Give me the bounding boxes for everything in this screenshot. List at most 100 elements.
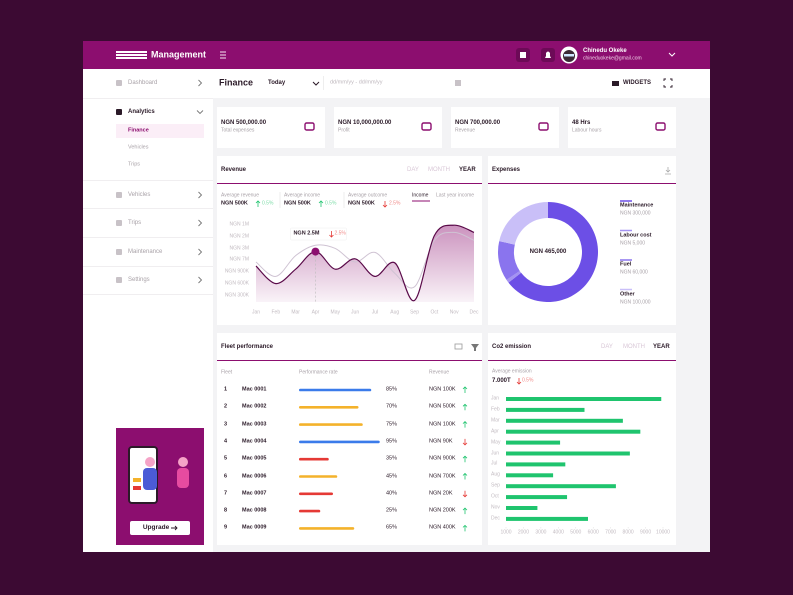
trend-arrow (462, 403, 468, 411)
bar (506, 495, 568, 500)
card-title: Revenue (221, 167, 247, 173)
calendar-icon (520, 52, 526, 58)
row-number: 6 (224, 472, 228, 479)
upgrade-button[interactable] (130, 521, 190, 535)
income-line (255, 224, 475, 302)
column-header: Performance rate (299, 369, 338, 376)
fleet-revenue: NGN 90K (429, 438, 453, 445)
nav-subitem[interactable]: Finance (128, 127, 149, 134)
y-tick-label: Apr (491, 428, 499, 435)
download-icon[interactable] (665, 167, 671, 175)
bar (506, 473, 554, 478)
trend-arrow (318, 200, 324, 207)
expand-icon[interactable] (663, 78, 673, 88)
legend-label: Labour cost (620, 231, 652, 238)
y-tick-label: Dec (491, 515, 500, 522)
summary-change: 2.5% (389, 200, 401, 207)
card-divider (488, 183, 676, 184)
nav-item[interactable]: Maintenance (128, 249, 163, 255)
nav-item[interactable]: Vehicles (128, 192, 151, 198)
bar (506, 506, 538, 510)
last-year-line (255, 231, 475, 289)
y-tick-label: NGN 3M (229, 245, 249, 252)
trend-arrow (329, 231, 334, 238)
nav-item[interactable]: Trips (128, 220, 142, 226)
top-bar (83, 41, 710, 69)
card-divider (217, 360, 482, 361)
period-tab[interactable]: MONTH (623, 344, 645, 350)
legend-value: NGN 300,000 (620, 210, 651, 217)
stat-label: Revenue (455, 127, 476, 134)
nav-item[interactable]: Dashboard (128, 80, 158, 86)
x-tick-label: Sep (410, 309, 419, 316)
stat-icon (304, 122, 315, 131)
period-tab[interactable]: DAY (601, 344, 613, 350)
card-title: Fleet performance (221, 344, 274, 350)
row-number: 4 (224, 438, 228, 445)
fleet-name: Mac 0007 (242, 490, 267, 497)
fleet-revenue: NGN 20K (429, 490, 453, 497)
promo-person (143, 468, 157, 490)
logo-text: Management (151, 49, 207, 60)
period-tab[interactable]: DAY (407, 167, 419, 173)
x-tick-label: Feb (271, 309, 281, 316)
widgets-button[interactable]: WIDGETS (623, 80, 651, 86)
rate-bar (299, 492, 333, 496)
x-tick-label: 7000 (605, 529, 617, 536)
rate-bar (299, 440, 380, 444)
x-tick-label: Jun (351, 309, 360, 316)
nav-icon (116, 109, 122, 115)
y-tick-label: NGN 600K (224, 280, 249, 287)
legend-value: NGN 5,000 (620, 240, 646, 246)
y-tick-label: Jun (491, 450, 500, 456)
summary-value: 7.000T (492, 378, 511, 384)
x-tick-label: 4000 (552, 529, 564, 536)
fleet-revenue: NGN 100K (429, 420, 456, 427)
promo-person (177, 468, 189, 488)
nav-subitem[interactable]: Trips (128, 161, 141, 168)
rate-bar (299, 527, 355, 530)
chevron (668, 52, 676, 57)
legend-label: Last year income (436, 192, 475, 199)
user-name: Chinedu Okeke (583, 48, 627, 54)
stat-card (334, 107, 442, 148)
upgrade-label[interactable]: Upgrade (142, 523, 170, 531)
summary-label: Average emission (492, 368, 532, 375)
bar (506, 440, 561, 445)
widgets-icon (612, 81, 619, 86)
nav-subitem[interactable]: Vehicles (128, 144, 149, 151)
period-select[interactable] (262, 76, 324, 90)
filter-icon[interactable] (471, 344, 479, 351)
trend-arrow (462, 524, 468, 532)
row-number: 2 (224, 403, 228, 410)
date-range[interactable]: dd/mm/yy - dd/mm/yy (330, 79, 383, 86)
nav-item[interactable]: Analytics (128, 109, 155, 115)
summary-change: 0.5% (522, 377, 534, 384)
income-area (256, 225, 474, 302)
legend-label: Other (620, 290, 635, 297)
bar (506, 397, 662, 401)
nav-icon (116, 277, 122, 283)
donut-total: NGN 465,000 (529, 249, 567, 255)
nav-item[interactable]: Settings (128, 277, 150, 283)
table-icon[interactable] (454, 343, 463, 350)
trend-arrow (382, 201, 388, 208)
period-tab[interactable]: MONTH (428, 167, 450, 173)
fleet-name: Mac 0005 (242, 455, 267, 462)
row-number: 9 (224, 524, 228, 531)
summary-value: NGN 500K (348, 200, 375, 207)
sidebar-divider (83, 98, 213, 99)
trend-arrow (462, 386, 468, 393)
fleet-revenue: NGN 700K (429, 472, 456, 479)
period-tab[interactable]: YEAR (459, 167, 476, 173)
period-value[interactable]: Today (268, 80, 286, 86)
chevron (198, 276, 203, 284)
summary-value: NGN 500K (221, 200, 248, 207)
period-tab[interactable]: YEAR (653, 344, 670, 350)
fleet-name: Mac 0004 (242, 438, 267, 445)
y-tick-label: Nov (491, 504, 500, 511)
stat-icon (421, 122, 432, 131)
rate-label: 25% (386, 507, 398, 514)
